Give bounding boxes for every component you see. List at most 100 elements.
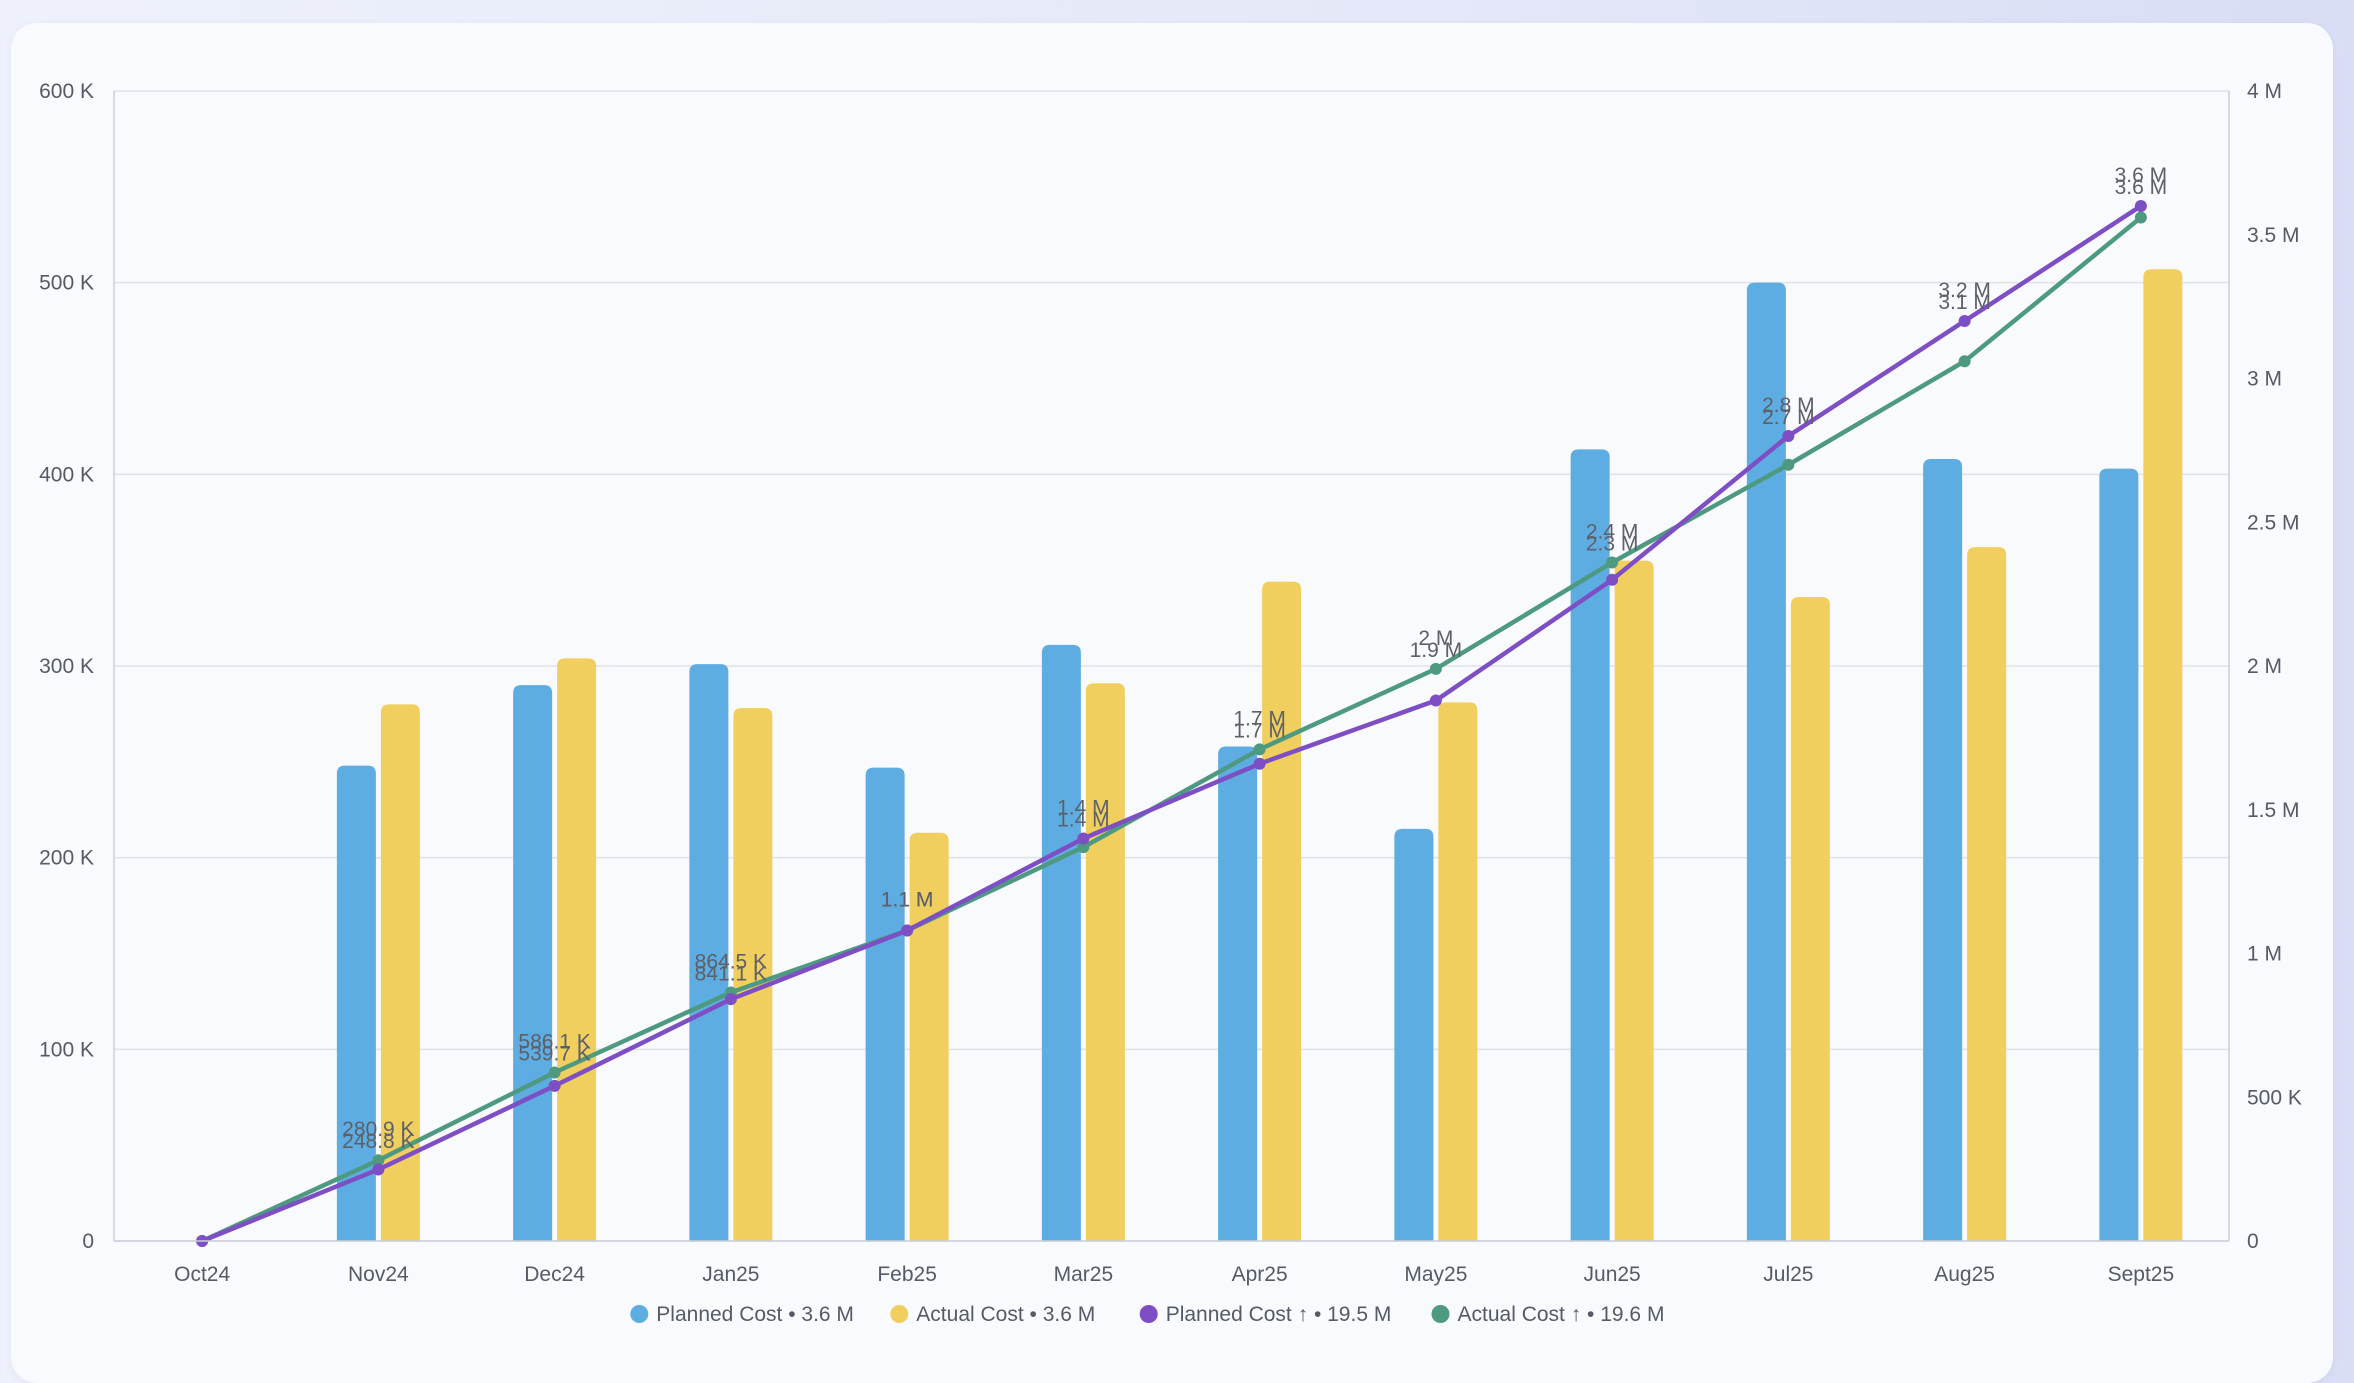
x-tick-label: May25 [1404,1263,1467,1286]
data-label: 1.1 M [881,889,934,912]
line-point[interactable] [372,1163,385,1176]
bar-planned-cost[interactable] [1570,449,1610,1242]
right-tick-label: 0 [2247,1230,2259,1253]
line-actual-cost [199,215,2144,1244]
right-tick-label: 1 M [2247,943,2282,966]
legend-swatch [890,1305,909,1323]
legend-swatch [1139,1305,1158,1323]
x-tick-label: Jul25 [1763,1263,1813,1286]
line-point[interactable] [1606,573,1619,586]
right-tick-label: 4 M [2247,80,2282,103]
data-label: 248.8 K [342,1130,414,1153]
bar-actual-cost[interactable] [1790,597,1830,1241]
right-tick-label: 3.5 M [2247,224,2300,247]
x-tick-label: Apr25 [1232,1263,1288,1286]
data-label: 2.7 M [1762,406,1815,429]
bar-actual-cost[interactable] [557,658,597,1241]
bar-actual-cost[interactable] [733,708,773,1241]
x-tick-label: Dec24 [524,1263,585,1286]
data-labels: 248.8 K 539.7 K 841.1 K 1.1 M 1.4 M 1.7 M 1.9 … [342,164,2167,1153]
line-point[interactable] [372,1154,385,1167]
line-point[interactable] [1077,832,1090,845]
line-point[interactable] [1253,757,1266,770]
bar-actual-cost[interactable] [1438,702,1478,1241]
bar-planned-cost[interactable] [1218,746,1258,1242]
data-label: 3.1 M [1938,291,1991,314]
legend-swatch [630,1305,649,1323]
line-point[interactable] [1958,355,1971,368]
right-tick-label: 2 M [2247,655,2282,678]
x-tick-label: Jun25 [1584,1263,1641,1286]
data-label: 1.7 M [1233,719,1286,742]
data-label: 841.1 K [695,962,767,985]
line-point[interactable] [724,993,737,1006]
bar-planned-cost[interactable] [689,664,729,1241]
line-point[interactable] [1429,662,1442,675]
data-label: 280.9 K [342,1118,414,1141]
line-point[interactable] [1429,694,1442,707]
x-tick-label: Aug25 [1934,1263,1995,1286]
x-tick-label: Oct24 [174,1263,230,1286]
line-point[interactable] [1958,315,1971,327]
legend-item[interactable]: Planned Cost ↑ • 19.5 M [1139,1303,1392,1326]
legend-label: Planned Cost ↑ • 19.5 M [1166,1303,1392,1326]
bar-actual-cost[interactable] [1967,547,2007,1241]
bar-planned-cost[interactable] [865,767,905,1241]
legend-item[interactable]: Actual Cost ↑ • 19.6 M [1431,1303,1665,1326]
data-label: 539.7 K [518,1042,590,1065]
bar-actual-cost[interactable] [1085,683,1125,1241]
line-point[interactable] [2134,211,2147,224]
line-point[interactable] [548,1066,561,1079]
data-label: 2 M [1418,627,1453,650]
bar-actual-cost[interactable] [380,704,420,1241]
left-tick-label: 600 K [39,80,94,103]
x-tick-label: Nov24 [348,1263,409,1286]
data-label: 864.5 K [695,950,767,973]
data-label: 2.8 M [1762,394,1815,417]
data-label: 1.7 M [1233,707,1286,730]
line-point[interactable] [1782,430,1795,442]
line-point[interactable] [901,924,914,937]
legend-label: Actual Cost • 3.6 M [916,1303,1095,1326]
x-tick-label: Feb25 [877,1263,937,1286]
bar-actual-cost[interactable] [909,832,949,1241]
right-axis: 0 500 K 1 M 1.5 M 2 M 2.5 M 3 M 3.5 M 4 M [2228,80,2302,1253]
bar-actual-cost[interactable] [1614,560,1654,1241]
line-point[interactable] [2134,200,2147,212]
bar-planned-cost[interactable] [1041,644,1081,1241]
x-tick-label: Jan25 [702,1263,759,1286]
bar-planned-cost[interactable] [1394,828,1434,1241]
line-point[interactable] [548,1079,561,1092]
left-tick-label: 0 [82,1230,94,1253]
line-point[interactable] [1253,743,1266,756]
data-label: 3.6 M [2115,164,2168,187]
data-label: 1.9 M [1410,639,1463,662]
left-tick-label: 500 K [39,272,94,295]
left-axis: 0 100 K 200 K 300 K 400 K 500 K 600 K [39,80,115,1253]
right-tick-label: 1.5 M [2247,799,2300,822]
x-tick-label: Sept25 [2108,1263,2175,1286]
data-label: 586.1 K [518,1030,590,1053]
legend-item[interactable]: Planned Cost • 3.6 M [630,1303,854,1326]
bar-actual-cost[interactable] [2143,269,2183,1241]
left-tick-label: 300 K [39,655,94,678]
bar-planned-cost[interactable] [336,765,376,1241]
line-planned-cost [199,203,2144,1244]
bar-planned-cost[interactable] [513,685,553,1241]
data-label: 2.4 M [1586,521,1639,544]
x-axis: Oct24 Nov24 Dec24 Jan25 Feb25 Mar25 Apr25 May25… [114,1240,2229,1286]
right-tick-label: 500 K [2247,1086,2302,1109]
data-label: 3.6 M [2115,176,2168,199]
data-label: 1.1 M [881,889,934,912]
legend-label: Actual Cost ↑ • 19.6 M [1458,1303,1665,1326]
bar-actual-cost[interactable] [1262,581,1302,1241]
left-tick-label: 400 K [39,463,94,486]
data-label: 2.3 M [1586,533,1639,556]
bar-planned-cost[interactable] [1923,459,1963,1241]
bar-planned-cost[interactable] [1746,282,1786,1242]
legend-item[interactable]: Actual Cost • 3.6 M [890,1303,1095,1326]
bar-planned-cost[interactable] [2099,468,2139,1241]
line-point[interactable] [1606,556,1619,569]
line-point[interactable] [1782,458,1795,471]
line-point[interactable] [1077,841,1090,854]
